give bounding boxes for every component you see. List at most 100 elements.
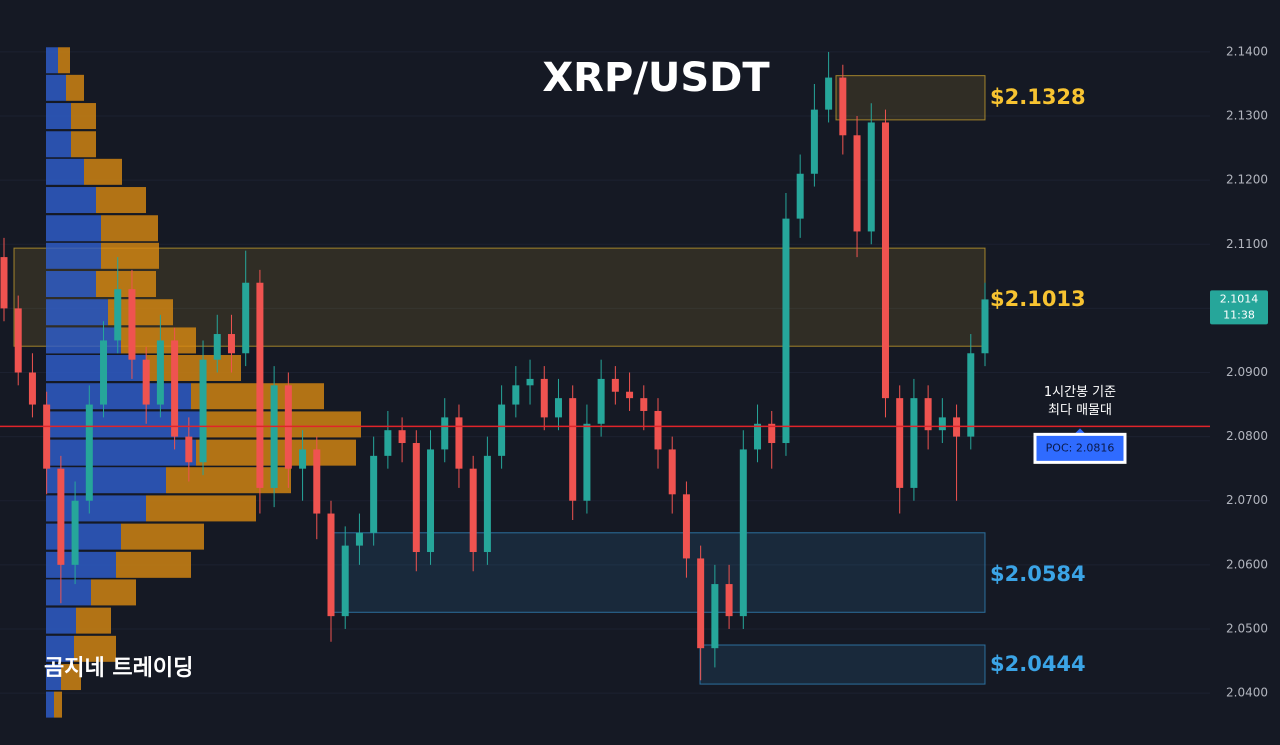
candle-body — [156, 340, 164, 405]
profile-buy — [46, 579, 91, 606]
candle-body — [981, 299, 989, 354]
candle-body — [825, 77, 833, 110]
profile-buy — [46, 74, 66, 101]
profile-buy — [46, 467, 166, 494]
candle-body — [370, 455, 378, 533]
candle-body — [270, 385, 278, 488]
y-tick-label: 2.0700 — [1226, 493, 1268, 507]
zone-label: $2.0444 — [990, 652, 1086, 676]
price-tag — [1210, 290, 1268, 325]
profile-sell — [96, 271, 156, 298]
candle-body — [853, 135, 861, 232]
y-tick-label: 2.0900 — [1226, 365, 1268, 379]
profile-buy — [46, 158, 84, 185]
candle-body — [85, 404, 93, 501]
chart-title: XRP/USDT — [542, 55, 770, 101]
profile-buy — [46, 47, 58, 74]
profile-buy — [46, 299, 108, 326]
candle-body — [43, 404, 51, 469]
zone — [329, 532, 986, 613]
candle-body — [796, 173, 804, 219]
candle-body — [896, 398, 904, 488]
candle-body — [455, 417, 463, 469]
profile-sell — [71, 131, 96, 158]
candle-body — [611, 378, 619, 392]
price-tag-label: 2.1014 — [1220, 292, 1259, 305]
y-tick-label: 2.1200 — [1226, 173, 1268, 187]
candle-body — [597, 378, 605, 424]
candle-body — [0, 257, 8, 309]
zone-label: $2.0584 — [990, 562, 1086, 586]
candle-body — [71, 500, 79, 565]
candle-body — [967, 353, 975, 437]
profile-buy — [46, 383, 191, 410]
candle-body — [327, 513, 335, 617]
profile-buy — [46, 691, 54, 718]
candle-body — [199, 359, 207, 463]
candle-body — [355, 532, 363, 546]
candle-body — [384, 430, 392, 456]
candle-body — [569, 398, 577, 501]
profile-buy — [46, 439, 196, 466]
candle-body — [654, 410, 662, 450]
candle-body — [427, 449, 435, 553]
profile-sell — [101, 242, 159, 269]
candle-body — [213, 334, 221, 360]
candle-body — [313, 449, 321, 514]
profile-buy — [46, 215, 101, 242]
candle-body — [938, 417, 946, 431]
candle-body — [242, 282, 250, 354]
profile-sell — [146, 495, 256, 522]
profile-sell — [76, 607, 111, 634]
profile-buy — [46, 551, 116, 578]
profile-buy — [46, 607, 76, 634]
profile-sell — [201, 411, 361, 438]
profile-sell — [71, 103, 96, 130]
candle-body — [682, 494, 690, 559]
zone — [835, 75, 986, 121]
profile-sell — [116, 551, 191, 578]
profile-sell — [166, 467, 291, 494]
candle-body — [640, 398, 648, 411]
candle-body — [810, 109, 818, 174]
poc-label: POC: 2.0816 — [1046, 441, 1115, 454]
candle-body — [910, 398, 918, 488]
y-tick-label: 2.1100 — [1226, 237, 1268, 251]
profile-sell — [121, 523, 204, 550]
candle-body — [142, 359, 150, 405]
candle-body — [526, 378, 534, 386]
candle-body — [583, 423, 591, 501]
profile-buy — [46, 103, 71, 130]
candle-body — [782, 218, 790, 444]
candle-body — [668, 449, 676, 495]
profile-sell — [66, 74, 84, 101]
candle-body — [412, 443, 420, 553]
candle-body — [711, 584, 719, 649]
candle-body — [924, 398, 932, 431]
candle-body — [881, 122, 889, 399]
candle-body — [441, 417, 449, 450]
profile-buy — [46, 664, 61, 691]
profile-buy — [46, 131, 71, 158]
profile-sell — [84, 158, 122, 185]
profile-buy — [46, 327, 121, 354]
candle-body — [469, 468, 477, 553]
candles — [0, 51, 989, 681]
candle-body — [171, 340, 179, 437]
y-tick-label: 2.0400 — [1226, 686, 1268, 700]
candle-body — [28, 372, 36, 405]
zone-label: $2.1013 — [990, 287, 1086, 311]
candle-body — [839, 77, 847, 136]
candle-body — [754, 423, 762, 450]
y-tick-label: 2.1300 — [1226, 109, 1268, 123]
candle-body — [128, 289, 136, 360]
candle-body — [256, 282, 264, 488]
candle-body — [14, 308, 22, 373]
candle-body — [114, 289, 122, 341]
candle-body — [57, 468, 65, 565]
candle-body — [483, 455, 491, 553]
profile-sell — [96, 187, 146, 214]
y-tick-label: 2.0500 — [1226, 621, 1268, 635]
poc-note: 최다 매물대 — [1048, 403, 1112, 418]
